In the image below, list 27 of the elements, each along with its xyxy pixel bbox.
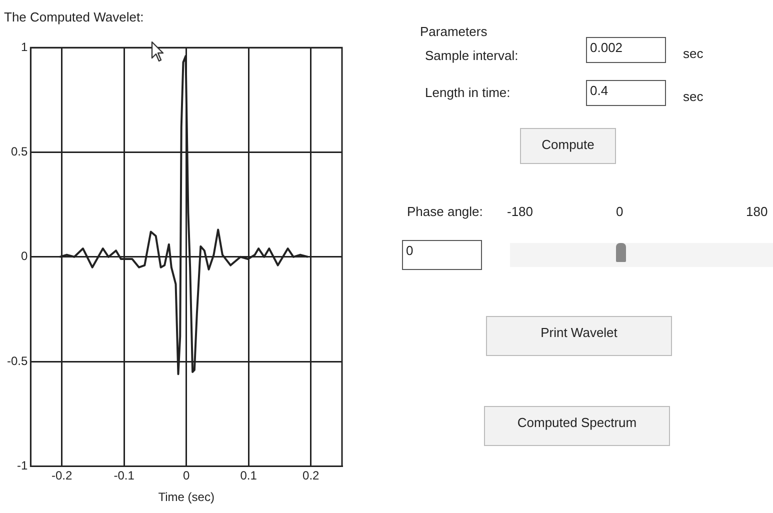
chart-title: The Computed Wavelet: xyxy=(4,9,144,24)
x-tick-label: -0.1 xyxy=(114,468,135,483)
y-tick-label: 0 xyxy=(20,249,28,264)
button: Print Wavelet xyxy=(486,316,672,356)
y-tick-label: -0.5 xyxy=(6,354,28,368)
button: Computed Spectrum xyxy=(484,406,670,446)
text: Length in time: xyxy=(425,85,510,100)
text: Phase angle: xyxy=(407,204,483,219)
button: Compute xyxy=(520,128,616,164)
text: 180 xyxy=(746,204,768,219)
text-field: 0.002 xyxy=(586,37,666,63)
text-field: 0.4 xyxy=(586,80,666,106)
y-tick-label: -1 xyxy=(17,458,28,473)
x-tick-label: -0.2 xyxy=(51,468,72,483)
text: Parameters xyxy=(420,24,488,39)
text: sec xyxy=(683,89,704,104)
text: 0 xyxy=(616,204,624,219)
x-tick-label: 0 xyxy=(182,468,190,483)
y-tick-label: 0.5 xyxy=(10,144,28,159)
x-tick-label: 0.1 xyxy=(240,468,258,483)
text: -180 xyxy=(507,204,534,219)
text: sec xyxy=(683,46,704,61)
x-axis-title: Time (sec) xyxy=(158,490,214,504)
text: Sample interval: xyxy=(425,48,518,63)
x-tick-label: 0.2 xyxy=(302,468,320,483)
y-tick-label: 1 xyxy=(20,40,28,54)
text-field: 0 xyxy=(402,240,482,270)
